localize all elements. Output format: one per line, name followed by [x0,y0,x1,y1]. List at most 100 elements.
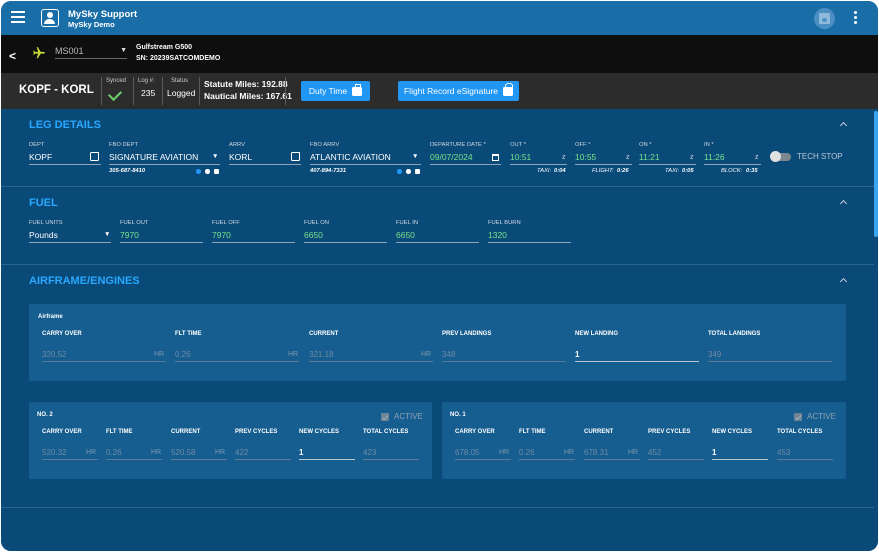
esignature-button[interactable]: Flight Record eSignature [398,81,519,101]
current-label: CURRENT [584,429,614,435]
open-external-icon[interactable] [90,152,99,161]
taxi-out-label: TAXI: [537,168,552,174]
hr-unit: HR [421,351,432,358]
fuel-units-select[interactable]: Pounds [29,230,58,240]
aircraft-select[interactable]: MS001 ▼ [55,46,127,59]
field-underline [488,242,571,243]
fuel-on-input[interactable]: 6650 [304,230,323,240]
active-checkbox[interactable] [381,413,389,421]
tech-stop-toggle[interactable] [770,151,791,162]
user-avatar-icon[interactable] [41,9,59,27]
field-underline [442,361,566,362]
info-dot-icon [415,169,420,174]
log-number: 235 [141,88,156,98]
fbo-arrv-select[interactable]: ATLANTIC AVIATION [310,152,391,162]
carry-over-value: 320.52 [42,350,67,359]
status-label: Status [171,78,189,84]
fuel-off-label: FUEL OFF [212,220,240,226]
divider [162,77,163,105]
field-underline [575,361,699,362]
duty-time-button[interactable]: Duty Time [301,81,370,101]
leg-details-title: LEG DETAILS [29,119,101,131]
fbo-dept-phone: 305-687-8410 [109,168,146,174]
dropdown-caret-icon: ▼ [104,231,111,238]
carry-over-value: 520.32 [42,448,67,457]
field-underline [455,459,511,460]
current-label: CURRENT [309,331,339,337]
active-label: ACTIVE [394,412,423,421]
total-cycles-label: TOTAL CYCLES [777,429,823,435]
engine-title: NO. 1 [450,412,466,418]
divider [285,77,286,105]
in-time-input[interactable]: 11:26 [704,152,725,162]
app-subtitle: MySky Demo [68,20,115,29]
save-icon[interactable] [814,8,835,29]
airframe-engines-title: AIRFRAME/ENGINES [29,275,140,287]
out-time-input[interactable]: 10:51 [510,152,532,162]
departure-date-input[interactable]: 09/07/2024 [430,152,473,162]
carry-over-value: 678.05 [455,448,480,457]
hr-unit: HR [564,449,575,456]
flt-time-label: FLT TIME [519,429,546,435]
new-cycles-input[interactable]: 1 [712,448,717,457]
total-landings-label: TOTAL LANDINGS [708,331,761,337]
airplane-icon [33,47,45,59]
fuel-off-input[interactable]: 7970 [212,230,231,240]
section-divider [1,186,874,187]
field-underline [235,459,291,460]
scrollbar[interactable] [874,109,878,551]
total-landings-value: 349 [708,350,722,359]
new-landing-input[interactable]: 1 [575,350,580,359]
fuel-in-input[interactable]: 6650 [396,230,415,240]
total-cycles-label: TOTAL CYCLES [363,429,409,435]
hr-unit: HR [628,449,639,456]
dept-input[interactable]: KOPF [29,152,53,162]
flt-time-value: 0.26 [106,448,122,457]
field-underline [704,164,761,165]
hamburger-menu-icon[interactable] [11,11,25,25]
airframe-card [29,304,846,381]
fbo-dept-select[interactable]: SIGNATURE AVIATION [109,152,199,162]
total-cycles-value: 453 [777,448,791,457]
on-label: ON * [639,142,652,148]
taxi-in-value: 0:05 [682,168,694,174]
field-underline [42,361,166,362]
section-divider [1,264,874,265]
field-underline [175,361,299,362]
engine-card [29,402,432,479]
active-label: ACTIVE [807,412,836,421]
new-cycles-label: NEW CYCLES [712,429,753,435]
divider [101,77,102,105]
fuel-out-input[interactable]: 7970 [120,230,139,240]
arrv-input[interactable]: KORL [229,152,253,162]
status-value: Logged [167,88,196,98]
field-underline [712,459,768,460]
block-time-value: 0:35 [746,168,758,174]
open-external-icon[interactable] [291,152,300,161]
flt-time-label: FLT TIME [106,429,133,435]
field-underline [171,459,227,460]
fuel-on-label: FUEL ON [304,220,329,226]
zulu-suffix: z [562,154,566,161]
email-dot-icon [406,169,411,174]
app-title: MySky Support [68,9,138,20]
new-cycles-input[interactable]: 1 [299,448,304,457]
scrollbar-thumb[interactable] [874,111,878,237]
current-value: 678.31 [584,448,609,457]
hr-unit: HR [499,449,510,456]
prev-landings-value: 348 [442,350,456,359]
fuel-out-label: FUEL OUT [120,220,149,226]
hr-unit: HR [151,449,162,456]
flight-time-value: 0:26 [617,168,629,174]
off-time-input[interactable]: 10:55 [575,152,597,162]
on-time-input[interactable]: 11:21 [639,152,660,162]
app-bar [1,1,878,35]
field-underline [212,242,295,243]
dropdown-caret-icon: ▼ [120,47,127,54]
calendar-icon[interactable] [492,154,499,161]
active-checkbox[interactable] [794,413,802,421]
zulu-suffix: z [626,154,630,161]
back-chevron-icon[interactable]: < [9,49,17,63]
more-vert-icon[interactable] [854,11,858,25]
log-label: Log #: [138,78,155,84]
